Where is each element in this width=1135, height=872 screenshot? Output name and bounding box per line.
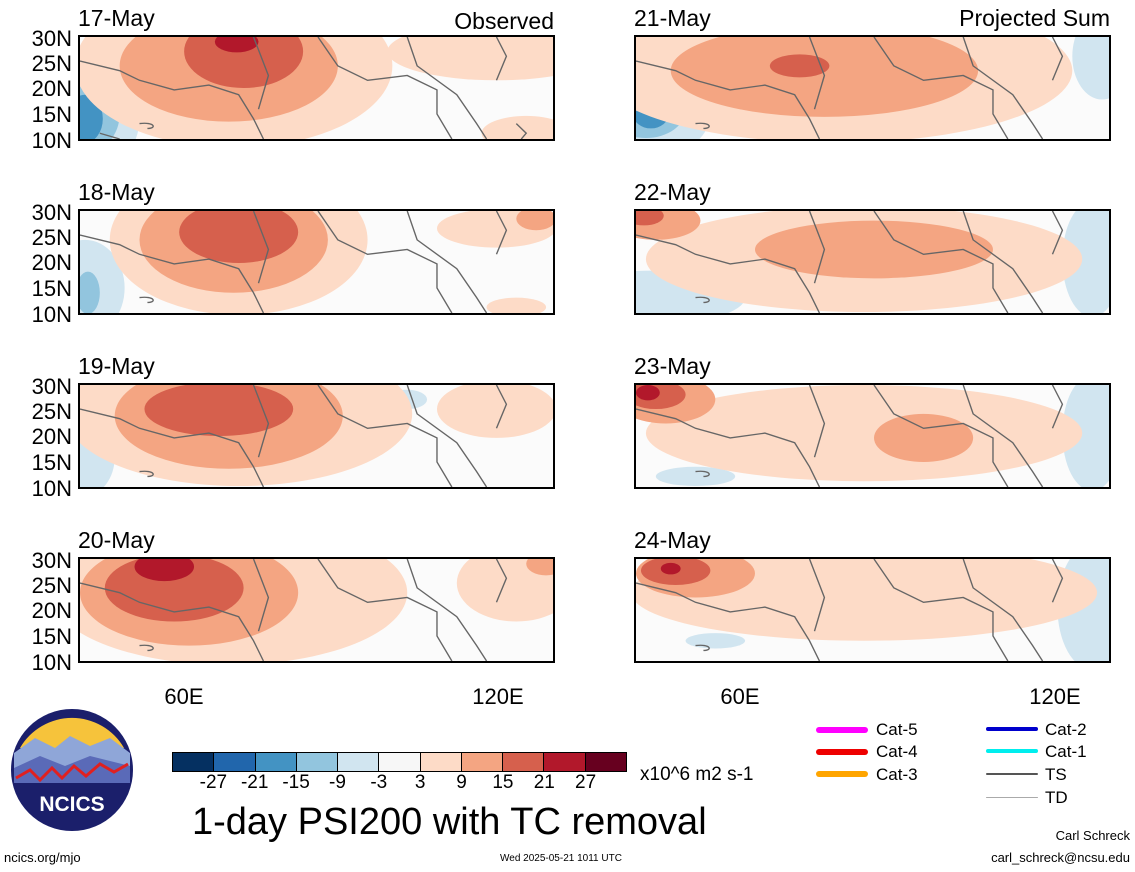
colorbar-label: -3 [370,772,388,793]
colorbar-swatch [544,753,586,771]
legend-label: TD [1045,788,1068,807]
legend-swatch-cat4 [816,749,868,755]
legend-label: Cat-5 [876,720,918,739]
map-panel [78,35,555,141]
panel-date: 18-May [78,179,155,205]
lat-label: 10N [31,302,72,327]
lat-label: 25N [31,51,72,76]
figure-title: 1-day PSI200 with TC removal [192,801,707,843]
map-panel [634,209,1111,315]
colorbar-label: -15 [282,772,310,793]
lat-label: 25N [31,573,72,598]
panel-date: 22-May [634,179,711,205]
panel-date: 20-May [78,527,155,553]
legend-label: Cat-1 [1045,742,1087,761]
lat-label: 25N [31,225,72,250]
colorbar-label: -9 [329,772,346,793]
colorbar-label: 15 [492,772,514,793]
logo-text: NCICS [39,793,104,816]
lat-label: 30N [31,26,72,51]
lat-label: 10N [31,650,72,675]
footer-author: Carl Schreck [1055,828,1130,843]
colorbar-swatch [585,753,626,771]
footer-timestamp: Wed 2025-05-21 1011 UTC [500,853,622,864]
colorbar-swatch [503,753,545,771]
colorbar-label: 27 [575,772,597,793]
map-panel [78,383,555,489]
lat-label: 15N [31,102,72,127]
colorbar-label: 3 [414,772,426,793]
lat-label: 30N [31,374,72,399]
panel-date: 17-May [78,5,155,31]
legend-swatch-cat2 [986,727,1038,731]
colorbar-swatch [255,753,297,771]
lon-label: 120E [1029,684,1081,709]
legend-swatch-cat5 [816,727,868,733]
lat-label: 10N [31,476,72,501]
legend-swatch-td [986,797,1038,798]
colorbar-swatch [379,753,421,771]
footer-url: ncics.org/mjo [4,850,81,865]
map-panel [78,557,555,663]
map-panel [634,35,1111,141]
lat-label: 20N [31,76,72,101]
lat-label: 30N [31,200,72,225]
legend-label: Cat-2 [1045,720,1087,739]
colorbar-swatch [420,753,462,771]
legend-label: TS [1045,765,1067,784]
panel-date: 21-May [634,5,711,31]
lat-label: 30N [31,548,72,573]
colorbar-swatch [296,753,339,771]
ncics-logo: NCICS [10,708,134,832]
panel-label-observed: Observed [454,8,554,34]
colorbar-swatch [461,753,504,771]
colorbar-label: 9 [456,772,467,793]
lon-label: 60E [720,684,760,709]
panel-date: 24-May [634,527,711,553]
legend-swatch-cat1 [986,749,1038,753]
footer-email: carl_schreck@ncsu.edu [991,850,1130,865]
lat-label: 15N [31,450,72,475]
panel-date: 23-May [634,353,711,379]
lat-label: 15N [31,624,72,649]
map-panel [78,209,555,315]
colorbar-label: 21 [533,772,555,793]
legend-label: Cat-3 [876,765,918,784]
colorbar-label: -27 [199,772,228,793]
colorbar-swatch [173,753,215,771]
colorbar-label: -21 [240,772,269,793]
colorbar-swatch [338,753,380,771]
map-panel [634,383,1111,489]
colorbar [172,752,627,772]
lat-label: 15N [31,276,72,301]
lat-label: 20N [31,250,72,275]
map-panel [634,557,1111,663]
lat-label: 20N [31,598,72,623]
legend-swatch-ts [986,773,1038,775]
panel-label-projected-sum: Projected Sum [959,5,1110,31]
legend-label: Cat-4 [876,742,918,761]
colorbar-swatch [214,753,256,771]
lat-label: 25N [31,399,72,424]
lat-label: 20N [31,424,72,449]
panel-date: 19-May [78,353,155,379]
lat-label: 10N [31,128,72,153]
colorbar-units: x10^6 m2 s-1 [640,764,754,785]
legend-swatch-cat3 [816,771,868,777]
lon-label: 120E [472,684,524,709]
lon-label: 60E [164,684,204,709]
